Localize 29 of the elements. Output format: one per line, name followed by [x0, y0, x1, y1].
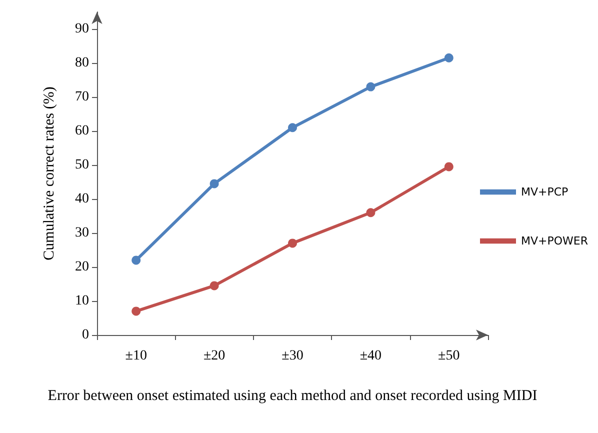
y-tick-label: 0: [82, 328, 89, 342]
point: [366, 82, 376, 92]
point: [210, 281, 219, 290]
x-tick-label: ±30: [282, 348, 304, 364]
point: [366, 208, 376, 218]
point: [210, 179, 219, 188]
y-tick-label: 60: [75, 124, 89, 138]
y-tick-label: 90: [75, 22, 89, 36]
point: [444, 162, 454, 172]
y-tick-label: 40: [75, 192, 89, 206]
x-tick-label: ±50: [438, 348, 460, 364]
y-tick-label: 10: [75, 294, 89, 308]
y-tick-label: 50: [75, 158, 89, 172]
y-tick-label: 30: [75, 226, 89, 240]
y-axis-title: Cumulative correct rates (%): [42, 86, 58, 260]
x-tick-label: ±20: [203, 348, 226, 364]
y-tick-label: 20: [75, 260, 89, 274]
point: [132, 256, 141, 265]
x-tick-label: ±40: [360, 348, 382, 364]
point: [288, 238, 297, 248]
legend-label: MV+PCP: [521, 186, 569, 198]
y-tick-label: 80: [75, 56, 89, 70]
point: [132, 306, 141, 316]
x-axis-title: Error between onset estimated using each method and onset recorded using MIDI: [48, 388, 538, 404]
x-tick-label: ±10: [125, 348, 147, 364]
point: [444, 53, 454, 62]
y-tick-label: 70: [75, 90, 89, 104]
point: [288, 123, 297, 132]
legend-label: MV+POWER: [521, 234, 588, 248]
